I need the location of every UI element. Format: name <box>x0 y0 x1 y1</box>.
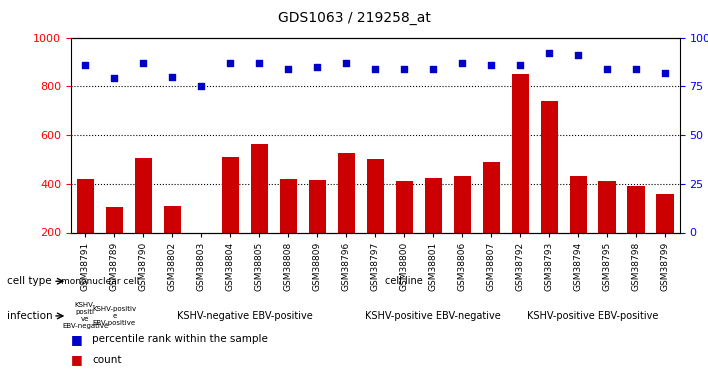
Text: KSHV-positive EBV-positive: KSHV-positive EBV-positive <box>527 311 658 321</box>
Bar <box>454 177 471 281</box>
Text: KSHV-positive EBV-negative: KSHV-positive EBV-negative <box>365 311 501 321</box>
Bar <box>309 180 326 281</box>
Point <box>282 66 294 72</box>
Bar <box>280 179 297 281</box>
Bar <box>193 279 210 281</box>
Point <box>370 66 381 72</box>
Point <box>573 52 584 58</box>
Point <box>224 60 236 66</box>
Text: KSHV-positiv
e
EBV-positive: KSHV-positiv e EBV-positive <box>92 306 137 326</box>
Text: ■: ■ <box>71 333 83 346</box>
Point <box>428 66 439 72</box>
Point <box>544 50 555 56</box>
Point <box>108 75 120 81</box>
Bar <box>76 179 94 281</box>
Text: count: count <box>92 355 122 365</box>
Point <box>515 62 526 68</box>
Point <box>660 70 671 76</box>
Text: ■: ■ <box>71 354 83 366</box>
Point <box>195 83 207 89</box>
Point <box>166 74 178 80</box>
Text: KSHV-negative EBV-positive: KSHV-negative EBV-positive <box>177 311 313 321</box>
Bar <box>105 207 123 281</box>
Point <box>341 60 352 66</box>
Bar <box>135 158 152 281</box>
Bar <box>627 186 645 281</box>
Text: infection: infection <box>7 311 52 321</box>
Point <box>399 66 410 72</box>
Point <box>137 60 149 66</box>
Point <box>631 66 642 72</box>
Point <box>486 62 497 68</box>
Text: cell type: cell type <box>7 276 52 286</box>
Bar <box>222 157 239 281</box>
Bar <box>598 182 616 281</box>
Point <box>253 60 265 66</box>
Text: KSHV-
positi
ve
EBV-negative: KSHV- positi ve EBV-negative <box>62 302 108 330</box>
Point <box>602 66 613 72</box>
Bar <box>569 177 587 281</box>
Bar <box>367 159 384 281</box>
Text: percentile rank within the sample: percentile rank within the sample <box>92 334 268 344</box>
Text: mononuclear cell: mononuclear cell <box>61 277 139 286</box>
Text: GDS1063 / 219258_at: GDS1063 / 219258_at <box>278 11 430 25</box>
Bar <box>511 74 529 281</box>
Bar <box>540 101 558 281</box>
Bar <box>338 153 355 281</box>
Point <box>312 64 323 70</box>
Point <box>457 60 468 66</box>
Point <box>79 62 91 68</box>
Bar <box>425 178 442 281</box>
Bar <box>483 162 500 281</box>
Bar <box>164 206 181 281</box>
Text: cell line: cell line <box>385 276 423 286</box>
Bar <box>396 182 413 281</box>
Bar <box>656 194 674 281</box>
Bar <box>251 144 268 281</box>
